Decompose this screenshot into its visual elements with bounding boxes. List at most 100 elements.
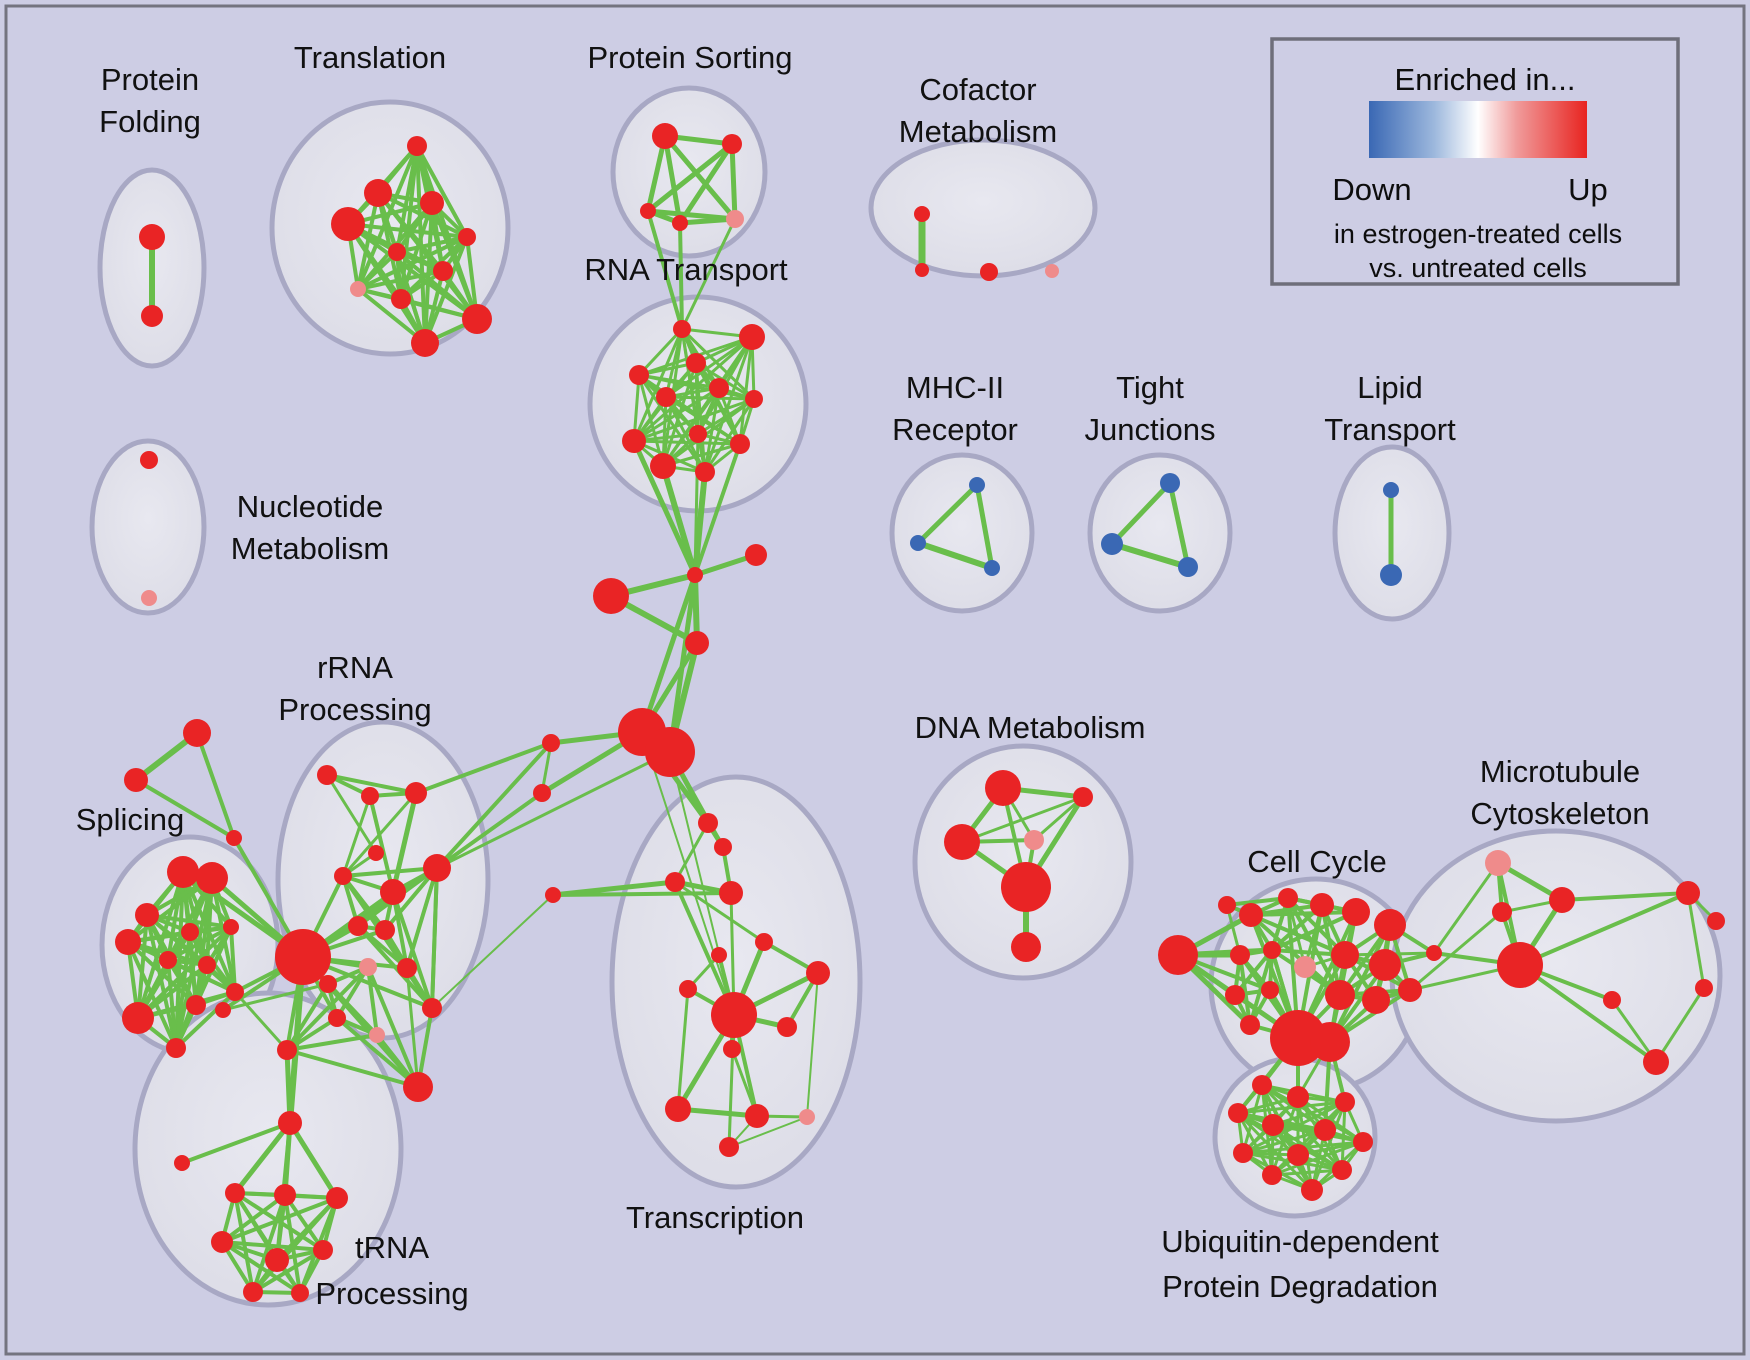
dna-metabolism-edge — [1032, 795, 1085, 842]
transcription-node — [679, 980, 697, 998]
microtubule-cytoskeleton-node — [1485, 850, 1511, 876]
splicing-node — [166, 1038, 186, 1058]
lipid-transport-node — [1383, 482, 1399, 498]
splicing-node — [115, 929, 141, 955]
translation-edge — [395, 250, 479, 321]
ubiquitin-degradation-node — [1314, 1119, 1336, 1141]
mhc-ii-receptor-edge — [915, 540, 995, 571]
translation-edge — [395, 250, 427, 345]
legend-title: Enriched in... — [1395, 62, 1576, 97]
rna-transport-edge — [680, 327, 756, 401]
connectors-node — [593, 578, 629, 614]
microtubule-cytoskeleton-node — [1549, 887, 1575, 913]
mhc-ii-receptor-node — [969, 477, 985, 493]
ubiquitin-degradation-node — [1233, 1143, 1253, 1163]
rrna-processing-node — [278, 1111, 302, 1135]
trna-processing-node — [243, 1282, 263, 1302]
splicing-edge — [126, 876, 214, 944]
nucleotide-metabolism-label: Nucleotide Metabolism — [231, 489, 390, 566]
rrna-processing-edge — [341, 866, 439, 878]
rna-transport-node — [695, 462, 715, 482]
translation-node — [458, 228, 476, 246]
tight-junctions-edge — [1167, 480, 1191, 570]
rna-transport-edge — [738, 335, 754, 446]
trna-processing-node — [274, 1184, 296, 1206]
rrna-processing-node — [174, 1155, 190, 1171]
cofactor-metabolism-node — [915, 263, 929, 277]
rrna-processing-edge — [285, 982, 330, 1052]
splicing-edge — [229, 925, 237, 994]
connectors-node — [745, 544, 767, 566]
legend-box — [1270, 37, 1680, 286]
cell-cycle-node — [1325, 980, 1355, 1010]
rrna-processing-node — [328, 1009, 346, 1027]
cross-cluster-edge — [435, 741, 553, 870]
rna-transport-node — [686, 353, 706, 373]
rrna-processing-edge — [335, 1016, 420, 1089]
cofactor-metabolism-ellipse — [868, 137, 1098, 279]
transcription-edge — [675, 1106, 760, 1119]
legend: Enriched in... Down Up in estrogen-treated … — [1270, 37, 1680, 286]
connectors-node — [542, 734, 560, 752]
microtubule-cytoskeleton-edge — [1560, 891, 1690, 902]
cell-cycle-node — [1342, 898, 1370, 926]
transcription-node — [665, 872, 685, 892]
protein-sorting-node — [640, 203, 656, 219]
dna-metabolism-node — [1011, 932, 1041, 962]
cross-cluster-edge — [232, 1120, 293, 1196]
ubiquitin-degradation-node — [1353, 1132, 1373, 1152]
rrna-processing-node — [380, 879, 406, 905]
splicing-node — [226, 983, 244, 1001]
rna-transport-edge — [632, 335, 754, 443]
transcription-node — [711, 992, 757, 1038]
cell-cycle-node — [1218, 896, 1236, 914]
connectors-node — [533, 784, 551, 802]
cell-cycle-node — [1263, 941, 1281, 959]
cross-cluster-edge — [431, 894, 554, 1009]
mhc-ii-receptor-edge — [974, 482, 995, 571]
tight-junctions-node — [1160, 473, 1180, 493]
legend-caption-line1: in estrogen-treated cells — [1334, 219, 1622, 249]
splicing-node — [159, 951, 177, 969]
microtubule-cytoskeleton-edge — [1432, 861, 1500, 955]
ubiquitin-degradation-node — [1262, 1165, 1282, 1185]
protein-sorting-edge — [729, 141, 738, 222]
nucleotide-metabolism-node — [140, 451, 158, 469]
trna-processing-node — [225, 1183, 245, 1203]
protein-sorting-node — [672, 215, 688, 231]
rrna-processing-edge — [221, 982, 330, 1012]
ubiquitin-degradation-edge — [1241, 1128, 1327, 1155]
rrna-processing-node — [348, 916, 368, 936]
cell-cycle-edge — [1270, 910, 1358, 952]
rrna-processing-edge — [180, 1121, 292, 1165]
cross-cluster-edge — [669, 751, 735, 1016]
rrna-processing-node — [369, 1027, 385, 1043]
connectors-edge — [639, 572, 698, 735]
cross-cluster-edge — [287, 1120, 340, 1201]
microtubule-cytoskeleton-node — [1603, 991, 1621, 1009]
mhc-ii-receptor-edge — [915, 482, 980, 546]
tight-junctions-node — [1101, 533, 1123, 555]
dna-metabolism-node — [1001, 862, 1051, 912]
splicing-node — [181, 923, 199, 941]
cross-cluster-edge — [646, 209, 684, 331]
translation-node — [462, 304, 492, 334]
transcription-edge — [673, 821, 710, 884]
rna-transport-edge — [661, 442, 742, 468]
rrna-processing-node — [397, 958, 417, 978]
rna-transport-edge — [664, 335, 754, 399]
dna-metabolism-node — [985, 770, 1021, 806]
dna-metabolism-node — [1073, 787, 1093, 807]
rrna-processing-edge — [366, 965, 420, 1089]
splicing-node — [167, 856, 199, 888]
translation-node — [407, 136, 427, 156]
rna-transport-node — [650, 453, 676, 479]
rrna-processing-node — [403, 1072, 433, 1102]
rna-transport-edge — [632, 439, 742, 446]
protein-folding-node — [141, 305, 163, 327]
microtubule-cytoskeleton-node — [1676, 881, 1700, 905]
transcription-edge — [676, 987, 690, 1111]
microtubule-cytoskeleton-edge — [1654, 986, 1706, 1064]
cross-cluster-edge — [693, 442, 742, 577]
dna-metabolism-label: DNA Metabolism — [915, 710, 1146, 745]
